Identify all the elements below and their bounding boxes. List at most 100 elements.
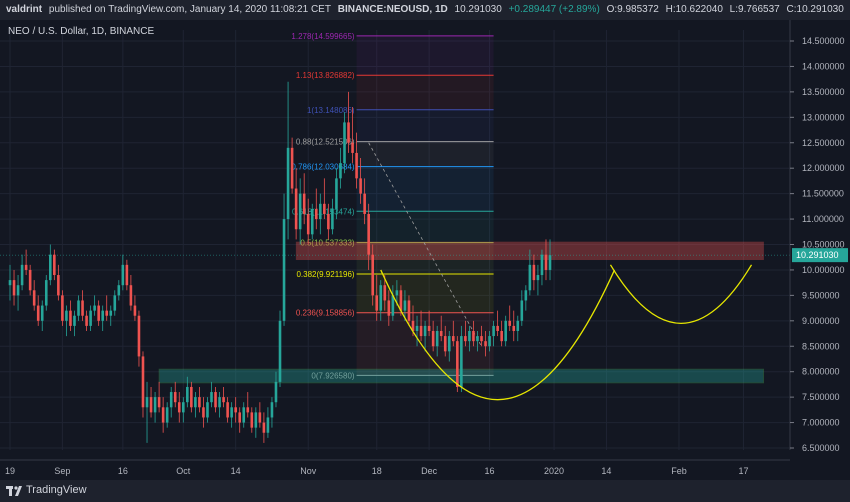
- candle-body: [419, 325, 423, 337]
- x-tick-label: 19: [5, 466, 15, 476]
- candle-body: [230, 407, 233, 418]
- candle-body: [173, 392, 177, 403]
- x-tick-label: 16: [118, 466, 128, 476]
- candle-body: [379, 285, 383, 311]
- fib-band: [356, 166, 494, 212]
- candle-body: [536, 275, 540, 281]
- candle-body: [93, 305, 96, 311]
- x-tick-label: Sep: [54, 466, 70, 476]
- candle-body: [375, 295, 379, 311]
- published-info: published on TradingView.com, January 14…: [48, 4, 331, 15]
- fib-label: 1.13(13.826882): [296, 71, 355, 80]
- current-price-label: 10.291030: [796, 250, 839, 260]
- fib-band: [356, 75, 494, 110]
- candle-body: [323, 203, 326, 214]
- candle-body: [339, 163, 342, 179]
- candle-body: [492, 325, 495, 337]
- candle-body: [278, 320, 282, 382]
- candle-body: [105, 310, 109, 316]
- candle-body: [294, 188, 298, 230]
- fib-band: [356, 211, 494, 243]
- high-value: H:10.622040: [665, 4, 723, 15]
- candle-body: [153, 397, 157, 413]
- y-tick-label: 8.000000: [802, 367, 840, 377]
- candle-body: [306, 213, 310, 235]
- price-value: 10.291030: [454, 4, 502, 15]
- candle-body: [443, 336, 447, 352]
- candle-body: [57, 275, 60, 296]
- candle-body: [194, 397, 197, 408]
- candle-body: [202, 407, 205, 418]
- candle-body: [238, 412, 242, 423]
- y-tick-label: 14.500000: [802, 36, 845, 46]
- candle-body: [165, 407, 169, 423]
- candle-body: [24, 264, 28, 270]
- candle-body: [101, 310, 104, 321]
- candle-body: [351, 142, 354, 153]
- candle-body: [61, 295, 64, 321]
- fib-label: 1(13.148086): [307, 106, 355, 115]
- candle-body: [423, 325, 427, 337]
- candle-body: [427, 325, 431, 331]
- candle-body: [548, 255, 552, 270]
- candle-body: [210, 392, 213, 403]
- candle-body: [181, 402, 185, 413]
- candle-body: [488, 336, 491, 347]
- price-chart[interactable]: 1.278(14.599665) 1.13(13.826882) 1(13.1480…: [0, 20, 850, 480]
- candle-body: [331, 208, 334, 230]
- candle-body: [298, 193, 302, 230]
- candle-body: [250, 412, 254, 428]
- candle-body: [528, 264, 532, 291]
- candle-body: [286, 147, 290, 220]
- candle-body: [411, 320, 415, 331]
- candle-body: [206, 402, 209, 418]
- candle-body: [149, 397, 153, 413]
- candle-body: [262, 422, 266, 433]
- fib-label: 0.382(9.921196): [296, 270, 354, 279]
- candle-body: [343, 122, 346, 164]
- candle-body: [415, 325, 419, 331]
- candle-body: [32, 290, 36, 306]
- x-tick-label: 2020: [544, 466, 564, 476]
- candle-body: [456, 341, 459, 387]
- candle-body: [85, 315, 88, 326]
- candle-body: [69, 310, 72, 326]
- y-tick-label: 7.000000: [802, 418, 840, 428]
- fib-label: 0.88(12.521506): [296, 138, 355, 147]
- x-tick-label: 16: [485, 466, 495, 476]
- fib-band: [356, 141, 494, 167]
- candle-body: [49, 254, 52, 281]
- candle-body: [447, 336, 451, 352]
- x-tick-label: 18: [372, 466, 382, 476]
- candle-body: [327, 213, 330, 230]
- candle-body: [141, 356, 145, 408]
- candle-body: [266, 417, 270, 433]
- candle-body: [314, 208, 318, 220]
- candle-body: [540, 254, 544, 276]
- fib-band: [356, 273, 494, 313]
- candle-body: [20, 264, 24, 286]
- y-tick-label: 13.500000: [802, 87, 845, 97]
- fib-label: 1.278(14.599665): [291, 32, 355, 41]
- fib-label: 0.786(12.030684): [291, 163, 355, 172]
- header-bar: valdrint published on TradingView.com, J…: [0, 0, 850, 20]
- candle-body: [399, 290, 403, 311]
- candle-body: [484, 341, 487, 347]
- candle-body: [44, 280, 48, 306]
- x-tick-label: Nov: [300, 466, 317, 476]
- candle-body: [89, 310, 92, 326]
- candle-body: [532, 264, 536, 281]
- candle-body: [121, 264, 125, 286]
- symbol-label: BINANCE:NEOUSD, 1D: [337, 4, 448, 15]
- candle-body: [65, 310, 68, 321]
- brand-name[interactable]: TradingView: [26, 484, 87, 496]
- low-value: L:9.766537: [729, 4, 780, 15]
- fib-label: 0.5(10.537333): [300, 239, 355, 248]
- candle-body: [520, 300, 524, 321]
- candle-body: [169, 392, 173, 408]
- candle-body: [371, 254, 374, 296]
- candle-body: [53, 254, 56, 276]
- publisher-name[interactable]: valdrint: [6, 4, 43, 15]
- x-tick-label: Feb: [671, 466, 687, 476]
